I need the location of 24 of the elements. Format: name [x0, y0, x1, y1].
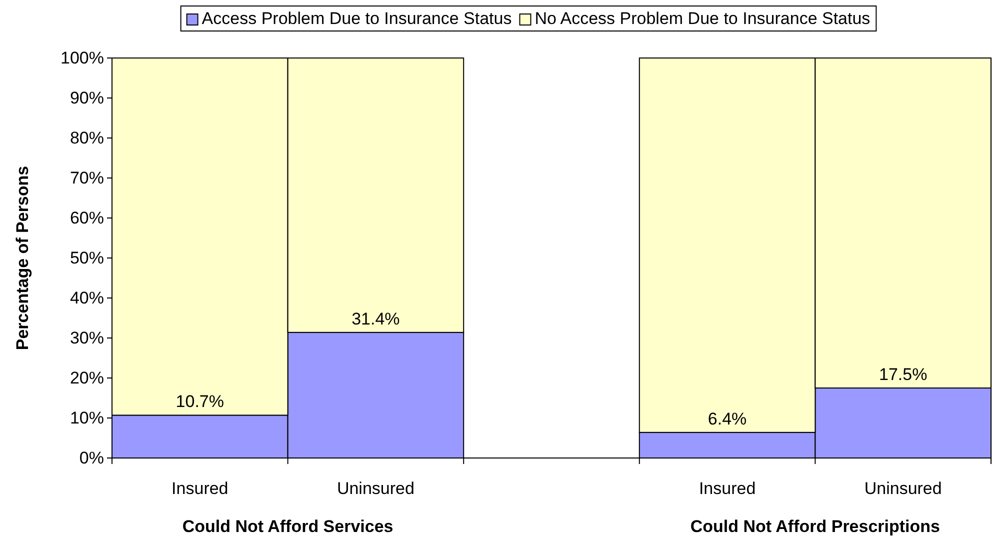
y-tick-label: 40% — [70, 288, 104, 308]
y-tick-label: 60% — [70, 208, 104, 228]
y-tick-label: 10% — [70, 408, 104, 428]
data-label: 17.5% — [879, 365, 928, 384]
legend-label: Access Problem Due to Insurance Status — [202, 9, 512, 28]
x-tick-label: Uninsured — [864, 479, 942, 498]
data-label: 10.7% — [176, 392, 224, 412]
text: Could Not Afford Services — [182, 517, 394, 536]
data-label: 31.4% — [352, 309, 400, 328]
y-tick-label: 20% — [70, 368, 104, 388]
y-tick-label: 70% — [70, 168, 104, 188]
y-tick-label: 80% — [70, 128, 104, 148]
x-tick-label: Insured — [698, 479, 756, 498]
y-tick-label: 100% — [60, 48, 104, 68]
y-tick-label: 30% — [70, 328, 104, 348]
x-tick-label: Uninsured — [336, 479, 414, 498]
y-tick-label: 50% — [70, 248, 104, 268]
legend-label: No Access Problem Due to Insurance Status — [534, 9, 870, 28]
data-label: 6.4% — [708, 409, 747, 428]
y-tick-label: 90% — [70, 88, 104, 108]
y-axis-title: Percentage of Persons — [13, 166, 32, 350]
y-tick-label: 0% — [79, 448, 104, 468]
x-tick-label: Insured — [172, 479, 228, 498]
text: Could Not Afford Prescriptions — [690, 517, 940, 536]
